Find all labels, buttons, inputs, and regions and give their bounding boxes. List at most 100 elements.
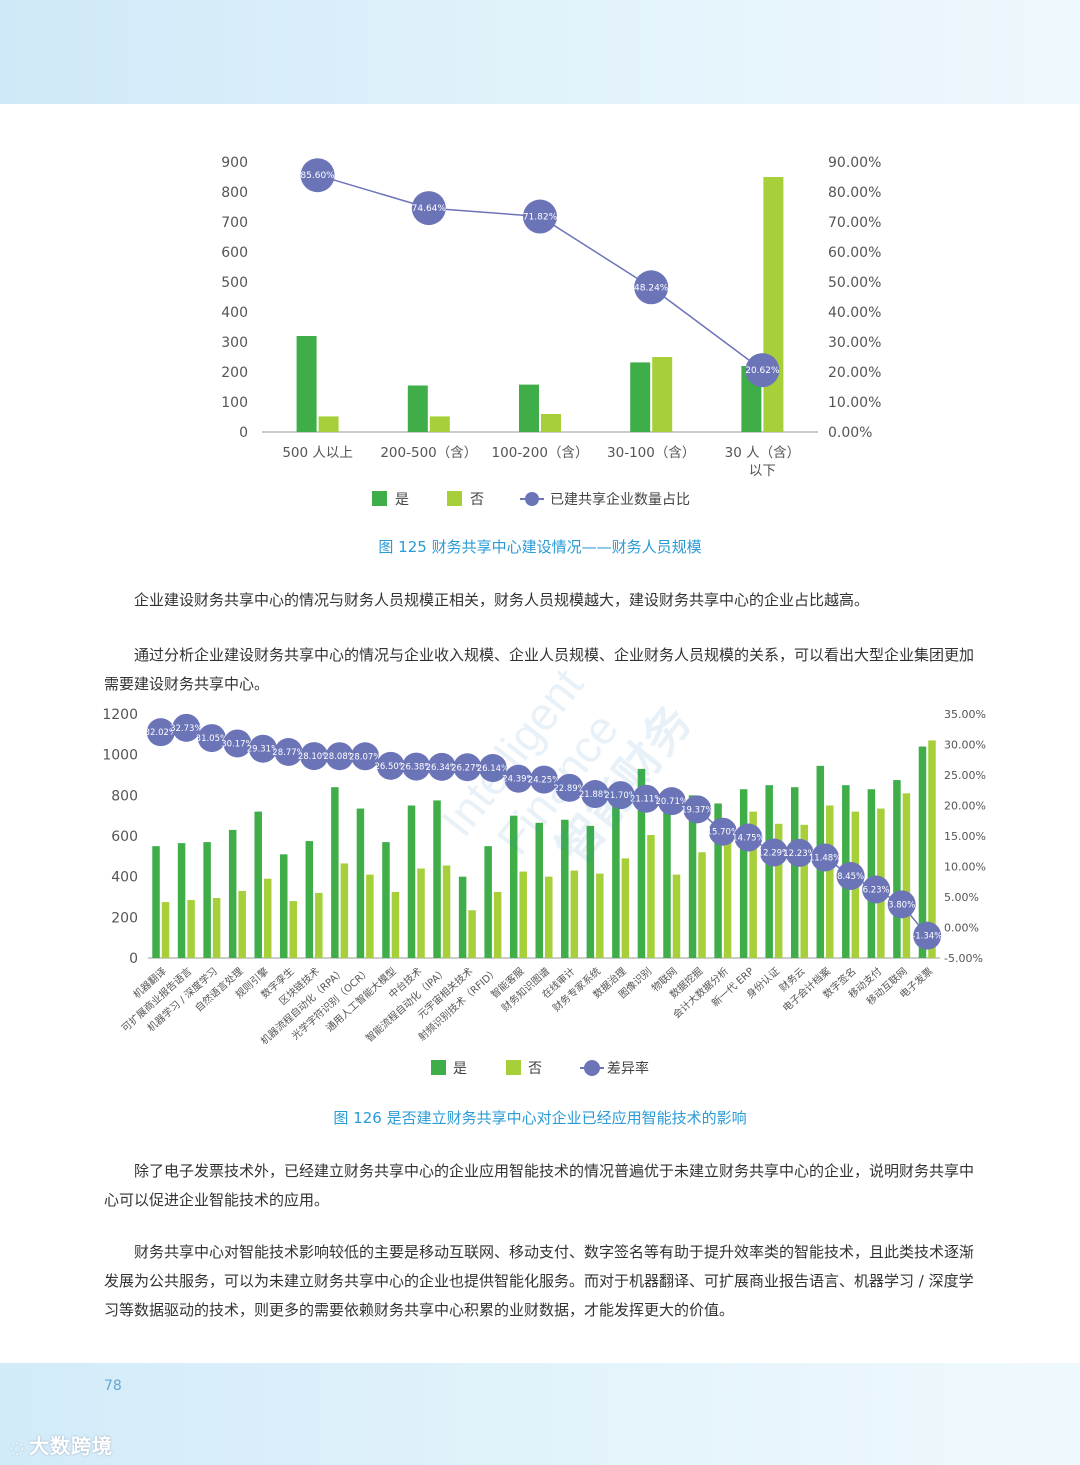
bar-no (161, 902, 170, 958)
bar-yes (433, 800, 441, 958)
bar-no (417, 868, 425, 958)
line-point (427, 752, 456, 781)
bar-no (800, 824, 808, 958)
point-label: 8.45% (837, 872, 864, 882)
y2-tick-label: 60.00% (828, 245, 881, 261)
legend-label-line: 已建共享企业数量占比 (550, 491, 690, 508)
point-label: 32.02% (145, 728, 177, 738)
bar-yes (331, 787, 339, 958)
y-tick-label: 400 (221, 305, 248, 321)
y2-tick-label: 10.00% (828, 395, 881, 411)
bar-no (672, 874, 681, 958)
y-tick-label: 1000 (102, 748, 138, 764)
point-label: 26.34% (426, 763, 458, 773)
paragraph-3: 除了电子发票技术外，已经建立财务共享中心的企业应用智能技术的情况普遍优于未建立财… (104, 1162, 975, 1209)
point-label: 24.25% (528, 776, 560, 786)
x-tick-label: 500 人以上 (282, 445, 353, 461)
bar-yes (280, 854, 288, 958)
legend-marker (584, 1060, 600, 1076)
bar-yes (484, 846, 492, 958)
y2-tick-label: 5.00% (944, 891, 979, 904)
bar-no (774, 823, 783, 958)
line-point (504, 764, 533, 793)
bar-no (596, 873, 604, 958)
line-point (351, 742, 380, 771)
point-label: 19.37% (681, 805, 713, 815)
y2-tick-label: 80.00% (828, 185, 881, 201)
legend-swatch-no (447, 491, 462, 506)
y-tick-label: 900 (221, 155, 248, 171)
y-tick-label: 200 (111, 910, 138, 926)
bar-no (698, 852, 706, 958)
y-tick-label: 500 (221, 275, 248, 291)
bar-yes (458, 876, 467, 958)
line-point (862, 875, 891, 904)
line-point (300, 158, 335, 193)
bar-yes (561, 819, 569, 958)
footer-logo: ◌ 大数跨境 (10, 1430, 113, 1459)
logo-icon: ◌ (10, 1438, 25, 1457)
line-point (146, 718, 175, 747)
line-point (785, 838, 814, 867)
y2-tick-label: 15.00% (944, 830, 986, 843)
line-point (478, 754, 507, 783)
figure-caption-126: 图 126 是否建立财务共享中心对企业已经应用智能技术的影响 (333, 1109, 747, 1127)
y2-tick-label: -5.00% (944, 952, 983, 965)
bar-no (318, 416, 339, 432)
y-tick-label: 600 (111, 829, 138, 845)
point-label: 21.88% (579, 790, 611, 800)
point-label: 31.05% (196, 734, 228, 744)
y2-tick-label: 20.00% (944, 800, 986, 813)
point-label: 21.11% (630, 795, 662, 805)
line-point (274, 738, 303, 767)
bar-yes (254, 811, 262, 958)
legend-label-yes: 是 (453, 1061, 467, 1077)
y-tick-label: 700 (221, 215, 248, 231)
y-tick-label: 0 (239, 425, 248, 441)
bar-no (723, 826, 732, 958)
bar-no (429, 416, 450, 432)
line-point (402, 752, 431, 781)
bar-yes (177, 843, 186, 958)
bar-no (652, 357, 673, 432)
x-tick-label: 30 人（含） (725, 445, 800, 461)
bar-no (902, 793, 911, 958)
line-point (530, 765, 558, 794)
legend-label-yes: 是 (395, 492, 409, 508)
point-label: 85.60% (300, 171, 335, 181)
y-tick-label: 300 (221, 335, 248, 351)
bar-no (749, 811, 757, 958)
line-point (581, 780, 610, 809)
y-tick-label: 800 (221, 185, 248, 201)
bar-yes (790, 787, 799, 958)
y2-tick-label: 0.00% (828, 425, 872, 441)
line-point (555, 773, 584, 802)
bar-no (647, 834, 655, 958)
bar-yes (663, 793, 671, 958)
bar-yes (296, 336, 317, 432)
bar-no (928, 740, 936, 958)
point-label: 12.29% (758, 849, 790, 859)
line-point (606, 781, 635, 810)
bar-no (238, 890, 246, 958)
y2-tick-label: 70.00% (828, 215, 881, 231)
legend-label-no: 否 (470, 492, 484, 508)
paragraph-4: 财务共享中心对智能技术影响较低的主要是移动互联网、移动支付、数字签名等有助于提升… (104, 1243, 975, 1319)
bar-yes (637, 768, 646, 958)
chart-tech-application: 0 200 400 600 800 1000 1200 -5.00% 0.00% 5.00% 10.… (102, 707, 986, 1077)
y-tick-label: 800 (111, 788, 138, 804)
line-point (223, 729, 252, 758)
bar-yes (509, 815, 518, 958)
bar-yes (305, 841, 314, 958)
point-label: 28.77% (272, 748, 304, 758)
x-tick-label: 200-500（含） (380, 445, 477, 461)
bar-yes (918, 746, 927, 958)
point-label: 28.07% (349, 752, 381, 762)
line-point (632, 784, 661, 813)
y2-tick-label: 20.00% (828, 365, 881, 381)
bar-no (315, 892, 323, 958)
bar-no (212, 898, 221, 958)
line-point (887, 890, 916, 919)
point-label: 12.23% (783, 849, 815, 859)
bar-no (570, 870, 579, 958)
